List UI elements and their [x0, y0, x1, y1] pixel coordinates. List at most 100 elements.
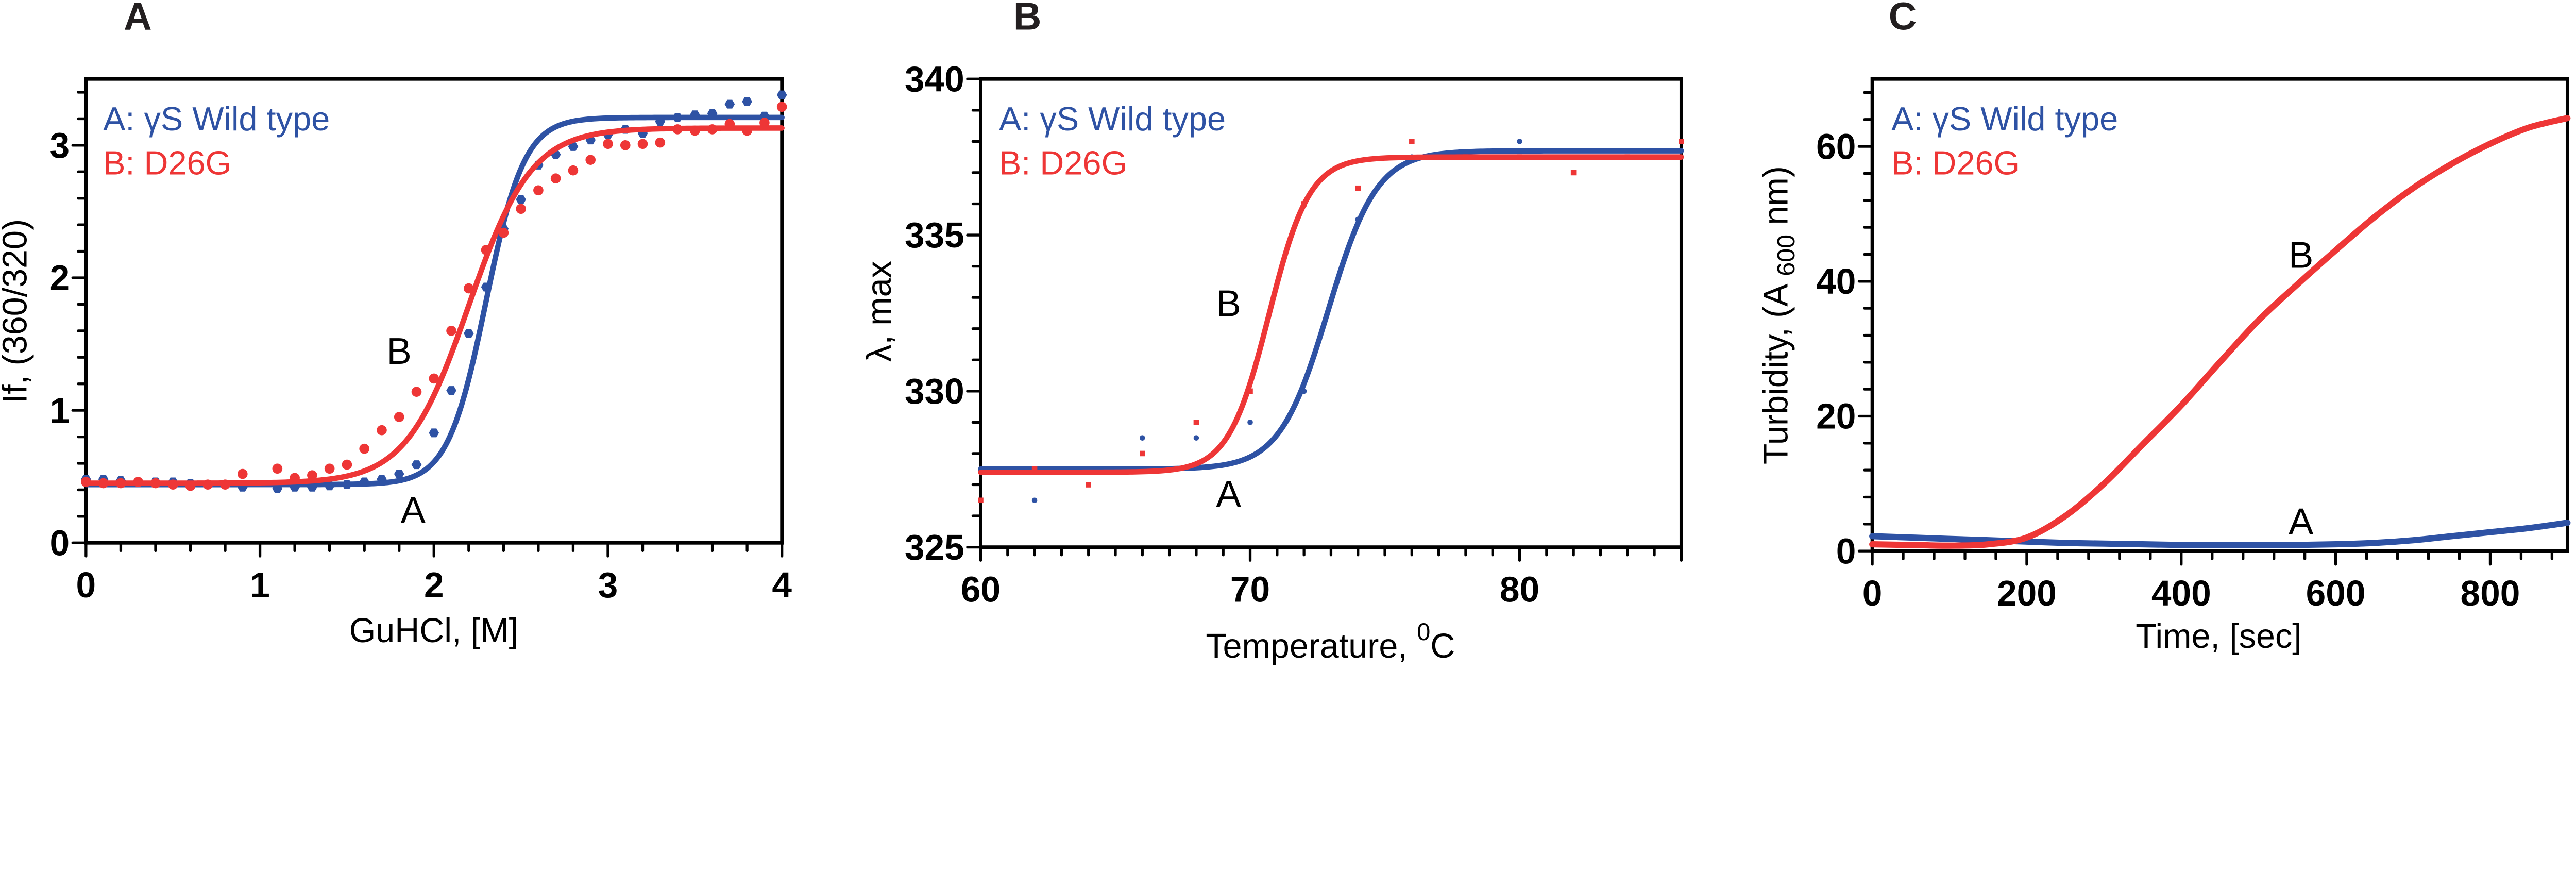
panel-a: A 0 1 2 3 4 0 1 2 3 B A GuHCl, [M] If, (360/320) A…: [0, 0, 792, 650]
panel-a-x-tick-label: 1: [250, 565, 270, 605]
panel-a-y-tick-label: 3: [50, 125, 70, 165]
panel-c-x-tick-label: 800: [2461, 573, 2520, 613]
panel-b-x-tick-label: 60: [961, 569, 1001, 609]
panel-c-x-tick-label: 400: [2151, 573, 2211, 613]
panel-a-wild-type-data-point: [342, 480, 352, 489]
panel-letter-a: A: [124, 0, 152, 38]
panel-a-x-tick-label: 4: [772, 565, 792, 605]
panel-a-d26g-data-point: [167, 479, 178, 490]
panel-a-d26g-data-point: [585, 155, 596, 165]
panel-b-d26g-data-point: [1409, 139, 1415, 144]
panel-b-d26g-data-point: [1355, 185, 1361, 191]
panel-b-d26g-data-point: [1517, 154, 1522, 160]
panel-a-d26g-data-point: [707, 124, 718, 135]
panel-b-xlabel-degree: 0: [1417, 618, 1430, 645]
panel-b-y-tick-label: 330: [905, 371, 964, 411]
panel-a-curve-label-b: B: [387, 330, 412, 372]
panel-b-ylabel: λ, max: [860, 261, 899, 362]
panel-a-ylabel: If, (360/320): [0, 219, 34, 404]
panel-a-d26g-data-point: [290, 473, 300, 483]
panel-b-wild-type-data-point: [1355, 216, 1361, 223]
panel-a-plot: 0 1 2 3 4 0 1 2 3 B A: [50, 77, 792, 605]
panel-a-d26g-data-point: [150, 478, 161, 489]
panel-b-xlabel-unit: C: [1430, 627, 1455, 665]
panel-b-xlabel: Temperature, 0C: [1206, 618, 1455, 665]
panel-c-ylabel-sub: 600: [1772, 235, 1800, 276]
panel-a-d26g-data-point: [724, 119, 735, 129]
panel-a-wild-type-data-point: [724, 99, 735, 109]
panel-c-plot-frame: [1870, 77, 2569, 553]
panel-a-wild-type-data-point: [394, 470, 404, 479]
panel-a-wild-type-data-point: [568, 142, 579, 151]
panel-a-d26g-data-point: [603, 139, 613, 149]
panel-a-wild-type-data-point: [463, 329, 474, 338]
panel-a-wild-type-data-point: [516, 195, 526, 204]
panel-a-wild-type-data-point: [742, 97, 752, 106]
panel-b-plot: 60 70 80 325 330 335 340 B A: [905, 59, 1684, 609]
panel-b-xlabel-main: Temperature,: [1206, 627, 1417, 665]
panel-a-y-tick-label: 1: [50, 390, 70, 430]
panel-a-d26g-data-point: [533, 185, 544, 196]
panel-c-x-tick-label: 0: [1862, 573, 1883, 613]
panel-a-xlabel: GuHCl, [M]: [349, 612, 519, 650]
panel-b-y-tick-label: 325: [905, 527, 964, 567]
panel-a-d26g-data-point: [637, 139, 648, 149]
panel-b-d26g-fit-curve: [978, 154, 1684, 475]
panel-a-d26g-data-point: [377, 425, 387, 436]
panel-a-d26g-data-point: [463, 283, 474, 294]
panel-b-d26g-data-point: [1086, 482, 1091, 488]
panel-a-d26g-data-point: [568, 165, 579, 176]
panel-b-y-tick-label: 335: [905, 215, 964, 255]
panel-a-d26g-data-point: [133, 477, 143, 487]
panel-a-d26g-data-point: [307, 470, 317, 480]
panel-b-wild-type-data-point: [1517, 139, 1522, 144]
panel-c-x-tick-label: 200: [1997, 573, 2057, 613]
panel-a-d26g-data-point: [220, 479, 230, 490]
panel-a-d26g-data-point: [185, 480, 196, 491]
panel-b-d26g-data-point: [1463, 154, 1469, 160]
panel-b-wild-type-data-point: [1031, 497, 1038, 504]
panel-c: C 0 200 400 600 800 0 20 40 60 B A Time, [sec] Tur…: [1757, 0, 2571, 656]
panel-c-wild-type-line: [1869, 520, 2571, 548]
panel-a-x-tick-label: 3: [598, 565, 618, 605]
panel-a-wild-type-data-point: [307, 482, 317, 492]
panel-b-wild-type-fit-curve: [978, 148, 1684, 472]
panel-c-legend-d26g: B: D26G: [1891, 144, 2020, 181]
panel-c-curve-label-b: B: [2289, 235, 2313, 276]
panel-a-wild-type-data-point: [446, 386, 456, 395]
panel-a-d26g-data-point: [672, 124, 683, 135]
panel-b-wild-type-data-point: [1301, 388, 1307, 394]
panel-a-wild-type-data-point: [359, 477, 370, 487]
panel-c-ylabel: Turbidity, (A 600 nm): [1757, 166, 1800, 464]
panel-b-d26g-data-point: [1570, 170, 1577, 176]
panel-b-y-tick-label: 340: [905, 59, 964, 99]
panel-a-legend-wild-type: A: γS Wild type: [103, 100, 330, 138]
panel-a-d26g-data-point: [446, 326, 456, 336]
panel-c-d26g-line: [1869, 115, 2571, 549]
panel-b-d26g-data-point: [1301, 201, 1307, 207]
panel-b-curve-label-b: B: [1216, 282, 1241, 324]
panel-b-d26g-data-point: [1140, 450, 1145, 457]
panel-a-d26g-data-point: [342, 459, 352, 470]
panel-c-plot: 0 200 400 600 800 0 20 40 60 B A: [1816, 77, 2571, 613]
panel-b: B 60 70 80 325 330 335 340 B A Temperature, 0C λ…: [860, 0, 1684, 665]
panel-c-y-tick-label: 0: [1836, 531, 1856, 571]
panel-b-wild-type-data-point: [1247, 420, 1253, 425]
panel-a-d26g-data-point: [742, 125, 752, 136]
panel-a-d26g-data-point: [115, 478, 126, 489]
panel-a-wild-type-data-point: [707, 109, 718, 118]
panel-a-wild-type-data-point: [429, 428, 439, 438]
panel-a-d26g-data-point: [516, 204, 526, 214]
panel-b-x-tick-label: 80: [1500, 569, 1539, 609]
panel-b-d26g-data-point: [1679, 139, 1684, 144]
panel-b-d26g-data-point: [1247, 388, 1253, 394]
panel-a-y-tick-label: 0: [50, 523, 70, 563]
panel-a-d26g-data-point: [429, 373, 439, 384]
panel-a-wild-type-data-point: [411, 460, 422, 470]
panel-b-wild-type-data-point: [1140, 435, 1145, 441]
panel-a-x-tick-label: 2: [424, 565, 444, 605]
panel-b-curve-label-a: A: [1216, 473, 1242, 515]
panel-a-d26g-data-point: [272, 463, 283, 474]
panel-a-d26g-data-point: [481, 245, 492, 255]
